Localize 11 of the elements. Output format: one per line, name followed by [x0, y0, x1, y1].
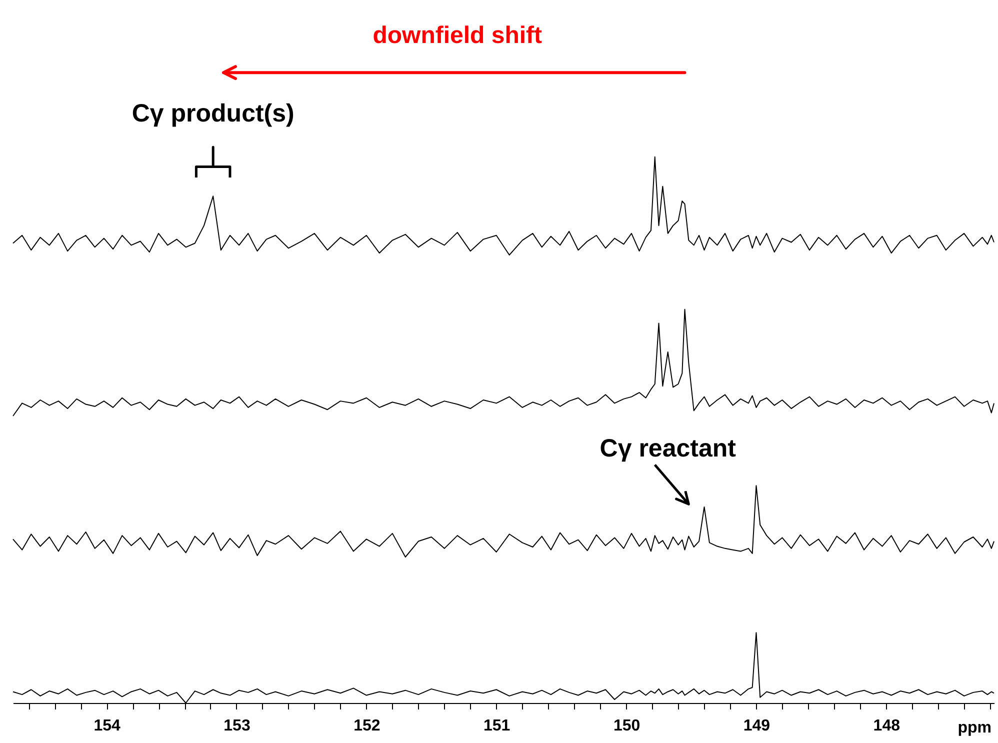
- x-tick-label: 151: [484, 718, 510, 734]
- annotation: Cγ reactant: [600, 434, 737, 462]
- x-tick-label: 150: [613, 718, 640, 734]
- x-tick-label: 152: [354, 718, 380, 734]
- annotation: Cγ product(s): [132, 100, 294, 128]
- x-tick-label: 149: [743, 718, 770, 734]
- x-tick-label: 154: [94, 718, 120, 734]
- x-tick-label: 153: [224, 718, 250, 734]
- text: downfield shift: [372, 22, 542, 50]
- x-axis-title: ppm: [958, 720, 992, 736]
- x-tick-label: 148: [873, 718, 900, 734]
